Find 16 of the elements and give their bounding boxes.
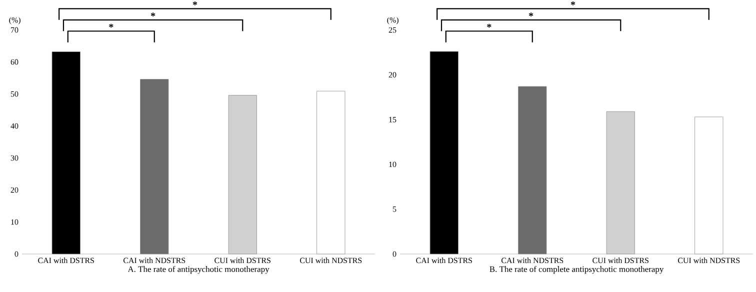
bar xyxy=(52,52,80,254)
bar xyxy=(316,90,346,254)
text: * xyxy=(570,1,576,6)
x-axis-title: A. The rate of antipsychotic monotherapy xyxy=(128,266,270,274)
text: * xyxy=(487,24,492,28)
text: * xyxy=(109,24,114,28)
bar xyxy=(140,79,169,254)
x-axis-title: B. The rate of complete antipsychotic monotherapy xyxy=(490,266,664,274)
bar xyxy=(518,86,547,254)
bar xyxy=(430,51,458,254)
text: * xyxy=(192,1,198,6)
text: * xyxy=(528,12,534,16)
bar xyxy=(606,111,635,254)
bar xyxy=(694,116,724,254)
text: * xyxy=(150,12,156,16)
bar xyxy=(228,95,257,254)
